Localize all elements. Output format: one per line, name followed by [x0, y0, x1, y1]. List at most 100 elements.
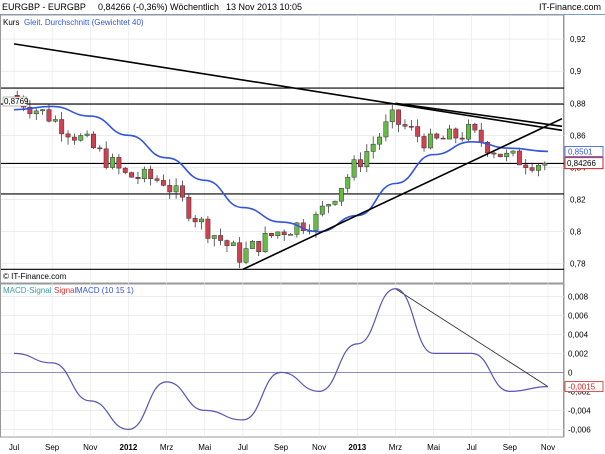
ma-value-tag-box: [564, 146, 604, 157]
x-tick-label: Mrz: [389, 443, 402, 452]
candle-body: [27, 106, 33, 115]
price-y-tick: 0,8: [570, 228, 582, 237]
left-value-tag-box: [2, 96, 28, 107]
price-y-tick: 0,82: [570, 196, 586, 205]
x-axis-tick-labels: Jul Sep Nov 2012 Mrz Mai Jul Sep Nov 2013 Mrz Mai Ju…: [9, 443, 555, 452]
series-label-kurs: Kurs: [3, 18, 19, 27]
horizontal-levels: [1, 87, 564, 373]
candle-body: [230, 242, 236, 246]
candle-body: [33, 110, 39, 115]
brand-label: IT-Finance.com: [538, 2, 601, 12]
candle-body: [173, 185, 179, 193]
price-y-tick: 0,86: [570, 131, 586, 140]
price-trend-line: [395, 102, 563, 128]
candle-body: [192, 218, 198, 223]
candle-body: [180, 185, 185, 198]
candle-body: [466, 124, 471, 140]
candle-body: [148, 168, 154, 180]
candle-body: [294, 222, 300, 235]
candle-body: [103, 148, 109, 168]
candle-body: [249, 241, 255, 249]
candle-body: [269, 233, 274, 237]
macd-grid: [1, 296, 564, 430]
price-y-tick: 0,78: [570, 260, 586, 269]
x-tick-label: Nov: [312, 443, 326, 452]
candle-body: [129, 172, 135, 178]
x-tick-label: 2013: [348, 443, 366, 452]
candle-body: [478, 129, 484, 143]
macd-y-tick: -0,006: [568, 425, 591, 434]
candle-body: [510, 150, 516, 154]
candle-body: [154, 178, 160, 181]
candle-body: [59, 119, 65, 135]
candle-body: [110, 157, 115, 168]
candle-body: [408, 126, 414, 128]
x-tick-label: Mai: [427, 443, 440, 452]
last-price-tag-box: [564, 157, 604, 170]
candle-body: [472, 124, 478, 131]
x-tick-label: Jul: [9, 443, 19, 452]
candle-body: [40, 109, 46, 112]
candle-body: [427, 133, 433, 149]
macd-y-tick: -0,004: [568, 406, 591, 415]
candle-body: [415, 126, 421, 137]
y-axis-tick-labels: 0,780,80,820,840,860,880,90,92-0,006-0,0…: [568, 35, 591, 434]
candle-body: [536, 164, 541, 171]
candle-body: [421, 136, 427, 149]
macd-panel-frame: [0, 283, 564, 438]
candle-body: [256, 241, 262, 252]
candle-body: [224, 240, 230, 246]
candle-body: [205, 218, 211, 239]
candle-body: [504, 152, 510, 158]
price-grid: [1, 15, 564, 437]
candle-body: [377, 136, 382, 145]
last-price-tag: 0,84266: [567, 159, 596, 168]
signal-legend: Signal: [54, 286, 76, 295]
candle-body: [402, 124, 408, 127]
candle-body: [332, 200, 338, 205]
macd-y-tick: 0,002: [568, 349, 589, 358]
candle-body: [84, 133, 90, 136]
candle-body: [345, 176, 351, 189]
price-trend-line: [13, 43, 563, 132]
candle-body: [313, 213, 319, 231]
candle-body: [497, 153, 503, 158]
x-tick-label: Sep: [503, 443, 518, 452]
macd-legend: MACD (10 15 1): [76, 286, 134, 295]
candle-body: [434, 133, 440, 139]
candle-body: [542, 163, 548, 166]
candle-body: [516, 150, 522, 166]
candle-body: [288, 234, 293, 236]
candle-body: [447, 128, 452, 140]
x-tick-label: 2012: [120, 443, 138, 452]
macd-signal-legend: MACD-Signal: [3, 286, 52, 295]
price-y-tick: 0,92: [570, 35, 586, 44]
candle-body: [326, 204, 332, 207]
candle-body: [364, 151, 370, 167]
x-tick-label: Mrz: [160, 443, 173, 452]
copyright-label: © IT-Finance.com: [3, 272, 67, 281]
candle-body: [65, 133, 71, 138]
candle-body: [459, 137, 465, 140]
ma-legend-label: Gleit. Durchschnitt (Gewichtet 40): [24, 18, 144, 27]
candle-body: [491, 152, 497, 155]
macd-y-tick: 0,004: [568, 330, 589, 339]
candle-body: [91, 133, 96, 149]
candle-body: [122, 167, 128, 173]
candle-body: [186, 196, 192, 219]
candle-body: [71, 136, 77, 141]
candle-body: [275, 231, 281, 237]
macd-y-tick: 0: [568, 368, 573, 377]
candle-body: [52, 119, 58, 122]
candle-body: [116, 157, 122, 169]
x-tick-label: Nov: [83, 443, 97, 452]
candle-body: [396, 109, 402, 125]
candle-body: [389, 109, 395, 123]
candle-body: [351, 159, 357, 178]
timestamp: 13 Nov 2013 10:05: [226, 2, 303, 12]
candle-body: [135, 176, 141, 180]
macd-value-tag: -0,0015: [568, 383, 596, 392]
macd-trend-line: [395, 288, 549, 388]
